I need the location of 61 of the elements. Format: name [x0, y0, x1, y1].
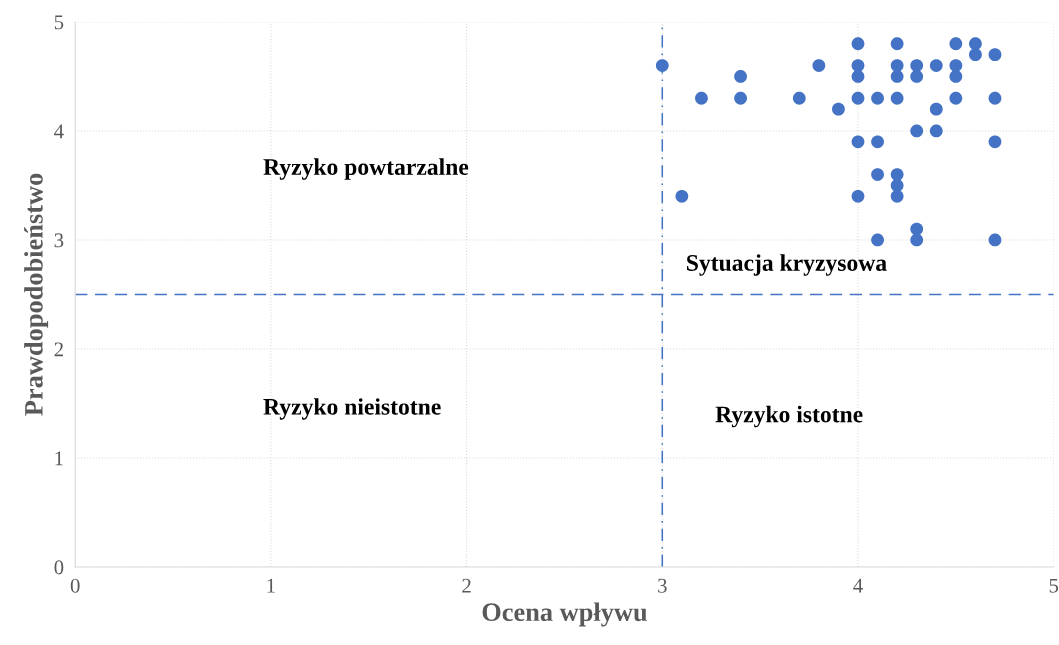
point [988, 233, 1002, 247]
point [851, 37, 865, 51]
point [890, 70, 904, 83]
x-tick-label: 2 [462, 578, 471, 593]
point [929, 59, 943, 72]
point [871, 168, 884, 181]
y-tick-label: 3 [54, 233, 64, 248]
point [871, 135, 884, 149]
x-tick-label: 4 [853, 578, 863, 593]
point [988, 48, 1002, 62]
point [734, 70, 747, 83]
point [969, 37, 982, 51]
y-tick-label: 2 [54, 342, 63, 357]
y-tick-label: 4 [54, 124, 64, 139]
point [832, 102, 845, 116]
point [910, 222, 924, 236]
point [851, 70, 865, 83]
point [910, 124, 924, 138]
point [812, 59, 826, 72]
point [734, 91, 747, 105]
point [969, 48, 982, 62]
point [695, 91, 708, 105]
annotation: Ryzyko nieistotne [263, 398, 441, 420]
point [655, 59, 669, 72]
point [890, 179, 904, 192]
point [910, 233, 924, 247]
annotation: Ryzyko powtarzalne [263, 158, 469, 180]
point [929, 124, 943, 138]
point [871, 233, 884, 247]
point [851, 91, 865, 105]
point [910, 70, 924, 83]
point [890, 37, 904, 51]
point [890, 59, 904, 72]
x-tick-label: 5 [1049, 578, 1059, 593]
point [988, 91, 1002, 105]
point [988, 135, 1002, 149]
x-axis-title: Ocena wpływu [482, 602, 647, 627]
y-axis-title: Prawdopodobieństwo [24, 173, 49, 416]
annotation: Ryzyko istotne [715, 405, 863, 428]
point [792, 91, 806, 105]
point [890, 91, 904, 105]
point [851, 135, 865, 149]
y-tick-label: 1 [55, 451, 63, 466]
x-tick-label: 3 [658, 578, 667, 593]
y-tick-label: 5 [54, 15, 64, 30]
point [871, 91, 884, 105]
point [851, 59, 865, 72]
point [890, 168, 904, 181]
point [675, 189, 689, 203]
x-tick-label: 0 [70, 578, 80, 593]
point [910, 59, 924, 72]
point [890, 189, 904, 203]
point [949, 59, 963, 72]
point [949, 70, 963, 83]
point [949, 37, 963, 51]
x-tick-label: 1 [267, 578, 275, 593]
point [929, 102, 943, 116]
point [949, 91, 963, 105]
annotation: Sytuacja kryzysowa [687, 254, 887, 276]
y-tick-label: 0 [54, 560, 64, 575]
point [851, 189, 865, 203]
